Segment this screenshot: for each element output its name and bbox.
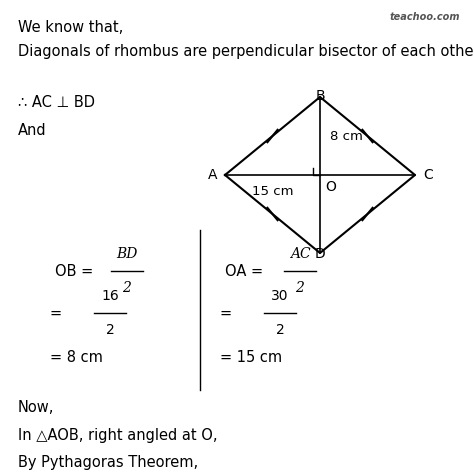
Text: O: O <box>325 180 336 194</box>
Text: 2: 2 <box>296 281 304 295</box>
Text: B: B <box>315 89 325 103</box>
Text: In △AOB, right angled at O,: In △AOB, right angled at O, <box>18 428 218 443</box>
Text: 2: 2 <box>275 323 284 337</box>
Text: OA =: OA = <box>225 264 268 279</box>
Text: 30: 30 <box>271 289 289 303</box>
Text: A: A <box>208 168 217 182</box>
Text: ∴ AC ⊥ BD: ∴ AC ⊥ BD <box>18 95 95 110</box>
Text: D: D <box>315 247 325 261</box>
Text: teachoo.com: teachoo.com <box>390 12 460 22</box>
Text: 8 cm: 8 cm <box>330 129 363 143</box>
Text: 2: 2 <box>123 281 131 295</box>
Text: By Pythagoras Theorem,: By Pythagoras Theorem, <box>18 455 198 470</box>
Text: =: = <box>220 306 237 320</box>
Text: =: = <box>50 306 67 320</box>
Text: We know that,: We know that, <box>18 20 123 35</box>
Text: AC: AC <box>290 247 310 261</box>
Text: 16: 16 <box>101 289 119 303</box>
Text: BD: BD <box>116 247 137 261</box>
Text: C: C <box>423 168 433 182</box>
Text: OB =: OB = <box>55 264 98 279</box>
Text: And: And <box>18 123 46 138</box>
Text: = 15 cm: = 15 cm <box>220 350 282 365</box>
Text: Diagonals of rhombus are perpendicular bisector of each other: Diagonals of rhombus are perpendicular b… <box>18 44 474 59</box>
Text: Now,: Now, <box>18 400 55 415</box>
Text: = 8 cm: = 8 cm <box>50 350 103 365</box>
Text: 2: 2 <box>106 323 114 337</box>
Text: 15 cm: 15 cm <box>252 185 293 198</box>
